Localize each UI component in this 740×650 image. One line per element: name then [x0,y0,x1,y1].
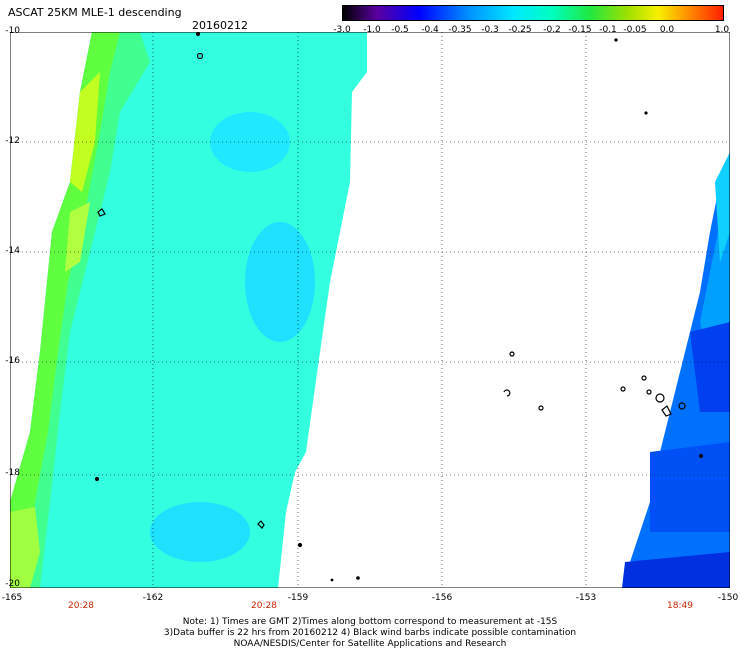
note-line-1: Note: 1) Times are GMT 2)Times along bot… [182,617,558,627]
longitude-label: -153 [575,593,597,603]
colorbar-tick-label: -0.05 [623,25,647,35]
map-date: 20160212 [192,19,248,32]
colorbar-tick-label: -0.25 [508,25,532,35]
latitude-label: -10 [5,26,20,36]
colorbar-tick-label: -0.5 [391,25,409,35]
colorbar-tick-label: -0.35 [448,25,472,35]
wind-map [10,32,730,588]
longitude-label: -159 [287,593,309,603]
latitude-label: -12 [5,136,20,146]
right-swath [622,152,730,588]
colorbar-tick-label: -3.0 [333,25,351,35]
latitude-label: -20 [5,579,20,589]
longitude-label: -162 [142,593,164,603]
colorbar-tick-label: -0.2 [543,25,561,35]
map-title: ASCAT 25KM MLE-1 descending [8,6,182,19]
note-line-3: NOAA/NESDIS/Center for Satellite Applica… [233,639,507,649]
time-label: 20:28 [251,601,277,611]
colorbar-tick-label: -0.3 [481,25,499,35]
colorbar-tick-labels: -3.0 -1.0 -0.5 -0.4 -0.35 -0.3 -0.25 -0.2 -0.15-… [330,25,730,37]
left-swath [10,32,367,588]
colorbar-tick-label: -0.15 [568,25,592,35]
colorbar-tick-label: -0.1 [599,25,617,35]
latitude-label: -18 [5,468,20,478]
note-line-2: 3)Data buffer is 22 hrs from 20160212 4)… [163,628,577,638]
longitude-label: -150 [717,593,739,603]
longitude-label: -156 [431,593,453,603]
latitude-label: -16 [5,356,20,366]
colorbar-tick-label: 0.0 [659,25,675,35]
colorbar-tick-label: -0.4 [421,25,439,35]
graticule [10,32,730,588]
colorbar-tick-label: -1.0 [363,25,381,35]
colorbar [342,5,724,21]
time-label: 20:28 [68,601,94,611]
latitude-label: -14 [5,246,20,256]
colorbar-tick-label: 1.0 [714,25,730,35]
time-label: 18:49 [667,601,693,611]
longitude-label: -165 [1,593,23,603]
islands [94,32,704,582]
